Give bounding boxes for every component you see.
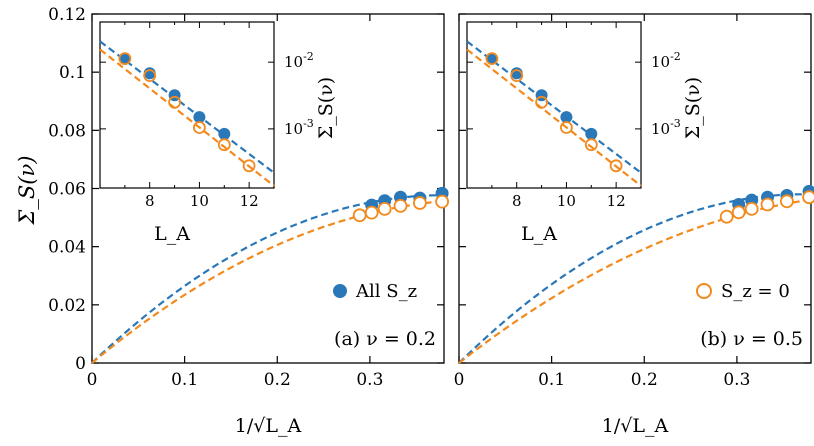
inset-point-sz0: [143, 69, 157, 82]
inset-a-ylabel: Σ_S(ν): [315, 77, 337, 139]
inset-point-sz0: [510, 69, 524, 82]
panel-b-plot: 0 0.1 0.2 0.3: [454, 13, 814, 390]
data-point-sz0: [744, 201, 759, 216]
inset-y-tick-label: 10-2: [284, 50, 314, 71]
inset-y-tick-exponent: -3: [303, 117, 314, 130]
inset-a-frame: [99, 21, 275, 189]
y-tick-label: 0.06: [48, 180, 86, 200]
x-tick-label: 0.1: [171, 370, 198, 390]
inset-point-all: [560, 111, 573, 124]
inset-x-tick-label: 8: [145, 192, 155, 210]
inset-point-sz0: [118, 52, 132, 65]
inset-y-tick-label: 10-2: [651, 50, 681, 71]
inset-y-tick-label: 10-3: [651, 117, 681, 138]
inset-point-sz0: [217, 138, 231, 152]
inset-fit-sz0: [99, 48, 275, 187]
data-point-sz0: [377, 201, 392, 216]
inset-point-all: [485, 52, 498, 65]
inset-point-sz0: [485, 52, 499, 65]
inset-fit-sz0: [466, 48, 642, 187]
inset-x-tick-label: 12: [607, 192, 626, 210]
legend-all-label: All S_z: [355, 281, 417, 302]
panel-a-plot: 0 0.1 0.2 0.3 0 0.02 0.04 0.06 0.08 0.1 0.12: [48, 5, 450, 390]
inset-x-tick-label: 10: [557, 192, 576, 210]
y-tick-label: 0.08: [48, 121, 86, 141]
x-tick-label: 0: [454, 370, 465, 390]
inset-y-tick-exponent: -2: [670, 50, 681, 63]
data-point-sz0: [719, 209, 734, 224]
x-tick-label: 0.2: [631, 370, 658, 390]
panel-a-label: (a) ν = 0.2: [334, 328, 436, 350]
data-point-sz0: [731, 205, 746, 220]
inset-point-sz0: [609, 159, 623, 173]
legend-all-marker: [333, 284, 347, 298]
inset-point-sz0: [168, 95, 182, 109]
y-tick-label: 0.04: [48, 238, 86, 258]
x-axis-label-b: 1/√L_A: [602, 415, 669, 437]
x-tick-label: 0.3: [723, 370, 750, 390]
data-point-sz0: [802, 190, 814, 205]
panel-a-inset: 8 10 12 10-2 10-3 L_A Σ_S(ν): [99, 21, 337, 245]
inset-point-sz0: [192, 121, 206, 134]
inset-a-xlabel: L_A: [154, 223, 190, 245]
inset-point-sz0: [535, 95, 548, 109]
x-tick-label: 0: [87, 370, 98, 390]
inset-point-sz0: [242, 159, 256, 173]
x-tick-label: 0.2: [264, 370, 291, 390]
inset-x-tick-label: 8: [512, 192, 522, 210]
legend-b: S_z = 0: [696, 281, 790, 302]
inset-x-tick-label: 12: [240, 192, 259, 210]
data-point-sz0: [393, 198, 408, 213]
data-point-sz0: [364, 205, 379, 220]
panel-b-inset: 8 10 12 10-2 10-3 L_A Σ_S(ν): [466, 21, 704, 245]
data-point-sz0: [352, 208, 367, 223]
data-point-sz0: [780, 194, 794, 209]
inset-point-all: [118, 52, 131, 65]
inset-y-tick-exponent: -3: [670, 117, 681, 130]
inset-b-ylabel: Σ_S(ν): [682, 77, 704, 139]
x-tick-label: 0.3: [356, 370, 383, 390]
data-point-sz0: [435, 194, 450, 209]
inset-y-tick-exponent: -2: [303, 50, 314, 63]
legend-sz0-label: S_z = 0: [721, 281, 790, 302]
inset-point-sz0: [560, 121, 573, 134]
inset-point-all: [193, 111, 206, 124]
data-point-sz0: [760, 197, 775, 212]
y-tick-label: 0.12: [48, 5, 86, 25]
inset-point-sz0: [584, 138, 598, 152]
data-point-sz0: [412, 196, 427, 210]
y-tick-label: 0.02: [48, 296, 86, 316]
y-axis-label: Σ_S(ν): [15, 156, 39, 226]
inset-point-all: [218, 127, 231, 140]
x-axis-label-a: 1/√L_A: [235, 415, 302, 437]
inset-x-tick-label: 10: [190, 192, 209, 210]
legend-sz0-marker: [696, 283, 712, 299]
y-tick-label: 0: [75, 354, 86, 374]
inset-b-xlabel: L_A: [521, 223, 557, 245]
y-tick-label: 0.1: [59, 63, 86, 83]
legend-a: All S_z: [333, 281, 417, 302]
x-tick-label: 0.1: [538, 370, 565, 390]
inset-b-frame: [466, 21, 642, 189]
inset-point-all: [585, 127, 598, 140]
inset-y-tick-label: 10-3: [284, 117, 314, 138]
panel-b-label: (b) ν = 0.5: [700, 328, 803, 350]
